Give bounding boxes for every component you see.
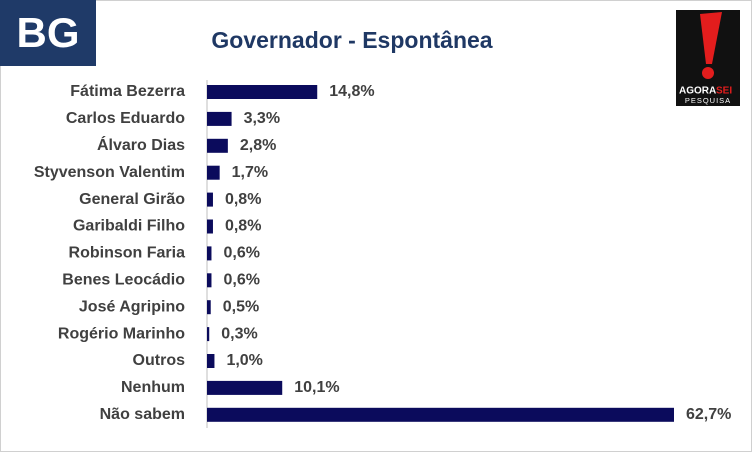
value-label: 0,6% bbox=[223, 245, 259, 262]
left-logo-bg bbox=[0, 0, 96, 66]
category-label: José Agripino bbox=[79, 298, 185, 315]
bar bbox=[207, 273, 212, 288]
value-label: 1,7% bbox=[232, 164, 268, 181]
category-label: Benes Leocádio bbox=[62, 272, 185, 289]
category-label: Outros bbox=[133, 352, 186, 369]
category-label: Robinson Faria bbox=[69, 245, 186, 262]
value-label: 1,0% bbox=[226, 352, 262, 369]
value-label: 0,5% bbox=[223, 298, 259, 315]
category-label: Álvaro Dias bbox=[97, 135, 185, 154]
bar bbox=[207, 85, 318, 99]
value-label: 0,3% bbox=[221, 325, 257, 342]
logo-pesquisa: PESQUISA bbox=[685, 96, 731, 105]
left-logo: BG bbox=[17, 9, 80, 56]
logo-agora: AGORA bbox=[679, 86, 716, 97]
bar bbox=[207, 138, 228, 153]
category-label: General Girão bbox=[79, 191, 185, 208]
value-label: 2,8% bbox=[240, 137, 276, 154]
category-label: Não sabem bbox=[100, 406, 185, 423]
bar bbox=[207, 407, 674, 422]
bar bbox=[207, 219, 213, 234]
bar bbox=[207, 165, 220, 180]
value-label: 0,8% bbox=[225, 218, 261, 235]
category-label: Fátima Bezerra bbox=[70, 83, 185, 100]
bar bbox=[207, 192, 213, 207]
logo-sei: SEI bbox=[716, 86, 732, 97]
bar bbox=[207, 246, 212, 261]
bar bbox=[207, 111, 232, 126]
value-label: 10,1% bbox=[294, 379, 339, 396]
bar bbox=[207, 380, 283, 395]
bar bbox=[207, 354, 215, 368]
exclamation bbox=[700, 12, 722, 64]
value-label: 3,3% bbox=[244, 110, 280, 127]
category-label: Styvenson Valentim bbox=[34, 164, 185, 181]
value-label: 14,8% bbox=[329, 83, 374, 100]
value-label: 0,6% bbox=[223, 272, 259, 289]
right-logo: AGORA SEI PESQUISA bbox=[676, 10, 740, 106]
category-label: Garibaldi Filho bbox=[73, 218, 185, 235]
value-label: 62,7% bbox=[686, 406, 731, 423]
category-label: Nenhum bbox=[121, 379, 185, 396]
value-label: 0,8% bbox=[225, 191, 261, 208]
exclamation-dot bbox=[702, 67, 714, 79]
bar bbox=[207, 327, 210, 342]
chart-title: Governador - Espontânea bbox=[211, 27, 492, 53]
category-label: Rogério Marinho bbox=[58, 325, 185, 342]
category-label: Carlos Eduardo bbox=[66, 110, 185, 127]
bar bbox=[207, 300, 211, 315]
